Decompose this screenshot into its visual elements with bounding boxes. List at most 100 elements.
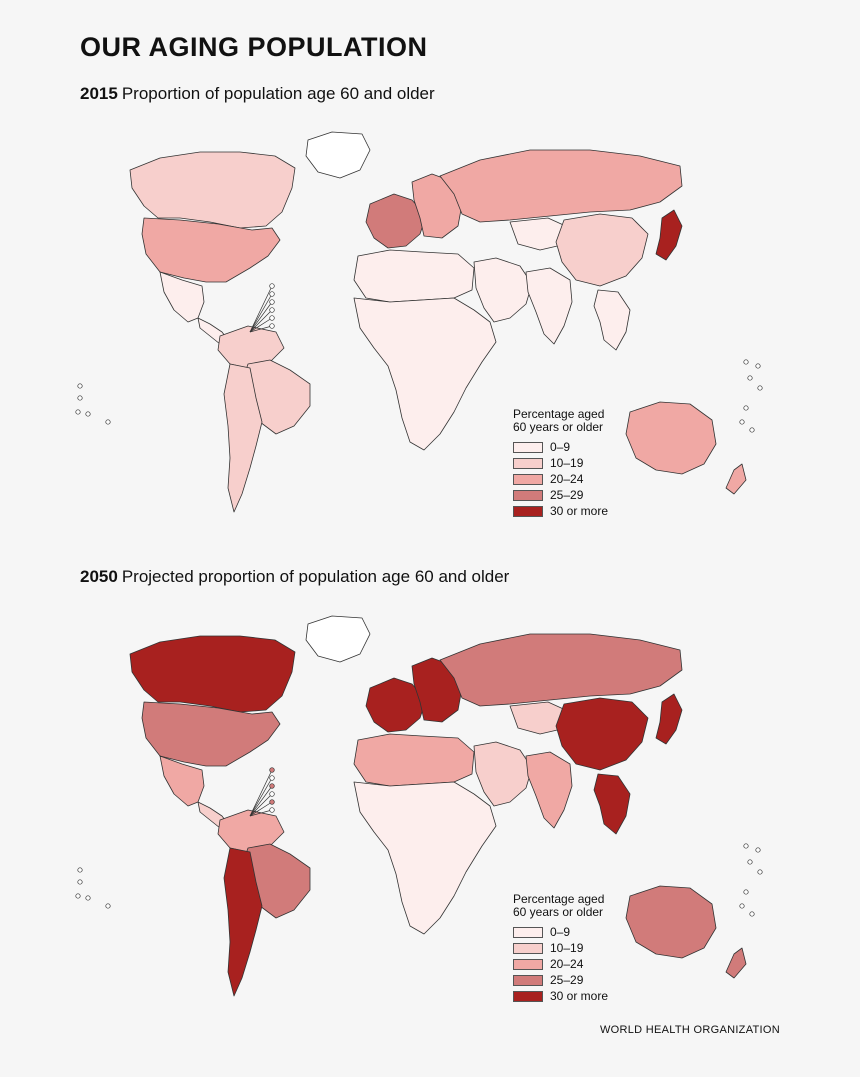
island-marker [739,903,745,909]
caribbean-island-marker [269,315,275,321]
world-map-2050 [70,606,790,1006]
island-marker [85,411,91,417]
region-southeast-asia [593,773,631,835]
legend-item: 0–9 [513,440,608,455]
island-marker [75,893,81,899]
island-marker [755,363,761,369]
region-usa [141,701,281,767]
map-2050-legend: Percentage aged 60 years or older 0–9 10–… [513,892,608,1005]
region-southeast-asia [593,289,631,351]
caribbean-island-marker [269,323,275,329]
legend-item: 30 or more [513,989,608,1004]
island-marker [749,427,755,433]
caribbean-island-marker [269,775,275,781]
island-marker [755,847,761,853]
region-usa [141,217,281,283]
legend-swatch [513,474,543,486]
legend-swatch [513,458,543,470]
legend-label: 0–9 [550,440,571,455]
map-2015-subtitle: 2015 Proportion of population age 60 and … [80,84,435,104]
region-north-africa [353,249,475,303]
map-2050-subtitle: 2050 Projected proportion of population a… [80,567,509,587]
island-marker [747,375,753,381]
caribbean-island-marker [269,299,275,305]
legend-item: 10–19 [513,456,608,471]
caribbean-callout-line [249,293,273,333]
world-map-svg [75,131,763,513]
island-marker [749,911,755,917]
legend-title: Percentage aged 60 years or older [513,892,605,920]
caribbean-island-marker [269,783,275,789]
island-marker [75,409,81,415]
legend-swatch [513,943,543,955]
world-map-2015 [70,122,790,522]
caribbean-callout-line [249,301,273,333]
legend-swatch [513,959,543,971]
legend-label: 25–29 [550,488,584,503]
legend-label: 10–19 [550,941,584,956]
legend-item: 20–24 [513,957,608,972]
region-canada [129,151,296,229]
legend-swatch [513,442,543,454]
region-middle-east [473,257,533,323]
region-western-europe [365,677,427,733]
legend-label: 30 or more [550,989,609,1004]
region-australia [625,401,717,475]
island-marker [85,895,91,901]
caribbean-callout-line [249,769,273,817]
legend-item: 20–24 [513,472,608,487]
legend-item: 30 or more [513,504,608,519]
island-marker [757,385,763,391]
island-marker [743,359,749,365]
caribbean-callout-line [249,317,273,333]
island-marker [105,903,111,909]
region-southern-cone [223,363,263,513]
map-2015-year: 2015 [80,84,118,103]
region-india [525,267,573,345]
region-new-zealand [725,947,747,979]
legend-label: 10–19 [550,456,584,471]
caribbean-island-marker [269,807,275,813]
island-marker [77,867,83,873]
region-greenland [305,131,371,179]
map-2050-caption: Projected proportion of population age 6… [121,567,510,586]
caribbean-island-marker [269,767,275,773]
caribbean-island-marker [269,307,275,313]
page-title: OUR AGING POPULATION [80,32,428,62]
legend-item: 25–29 [513,973,608,988]
region-africa [353,297,497,451]
legend-title: Percentage aged 60 years or older [513,407,605,435]
region-australia [625,885,717,959]
caribbean-island-marker [269,291,275,297]
region-new-zealand [725,463,747,495]
legend-swatch [513,927,543,939]
legend-swatch [513,975,543,987]
legend-label: 0–9 [550,925,571,940]
caribbean-callout-line [249,793,273,817]
island-marker [77,383,83,389]
island-marker [743,405,749,411]
map-2015-legend: Percentage aged 60 years or older 0–9 10–… [513,407,608,520]
region-china [555,697,649,771]
caribbean-callout-line [249,809,273,817]
map-2050-year: 2050 [80,567,118,586]
legend-swatch [513,506,543,518]
legend-item: 10–19 [513,941,608,956]
region-china [555,213,649,287]
island-marker [757,869,763,875]
island-marker [743,889,749,895]
legend-item: 0–9 [513,925,608,940]
island-marker [743,843,749,849]
region-western-europe [365,193,427,249]
caribbean-island-marker [269,283,275,289]
region-southern-cone [223,847,263,997]
region-africa [353,781,497,935]
caribbean-callout-line [249,325,273,333]
region-middle-east [473,741,533,807]
island-marker [739,419,745,425]
caribbean-island-marker [269,791,275,797]
region-russia [439,633,683,707]
world-map-svg [75,615,763,997]
caribbean-island-marker [269,799,275,805]
island-marker [747,859,753,865]
